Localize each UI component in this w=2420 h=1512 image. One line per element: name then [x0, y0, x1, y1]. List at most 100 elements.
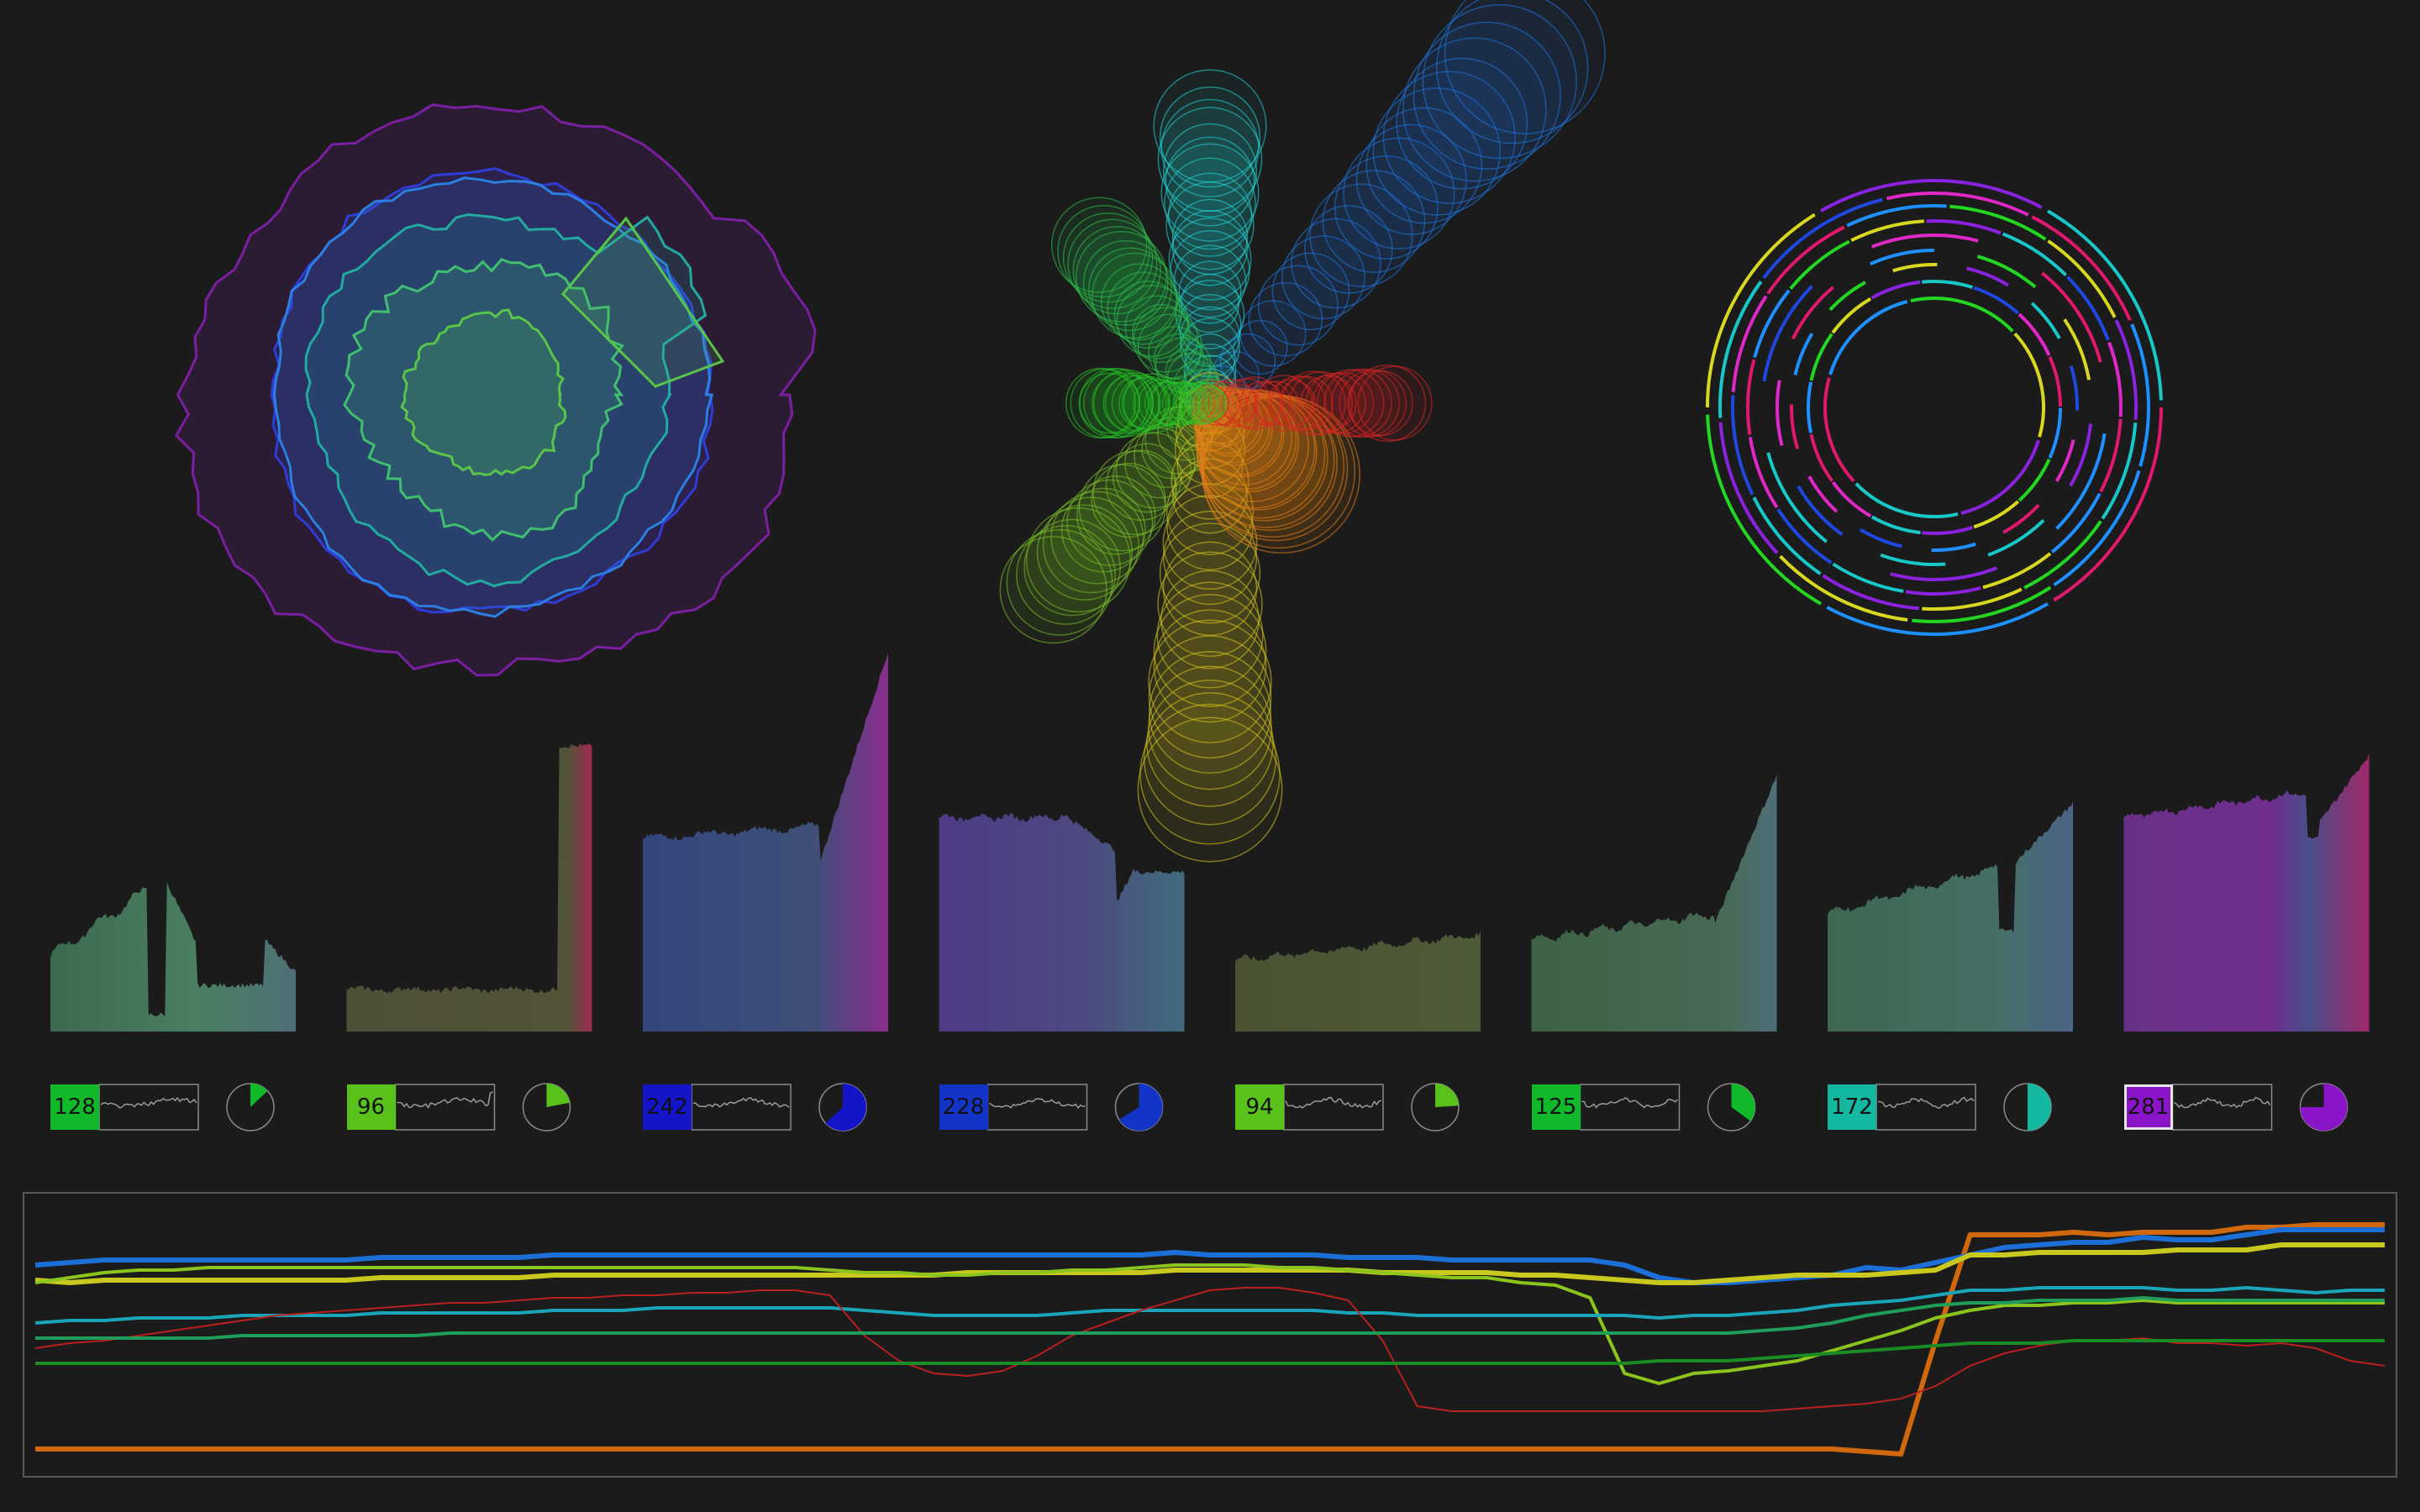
radial-layer: [174, 103, 817, 677]
ring-arc: [1922, 280, 1974, 289]
starburst-circle: [1254, 381, 1299, 426]
ring-arc: [1922, 525, 1974, 535]
starburst-circle: [1195, 388, 1270, 464]
ring-arc: [1748, 436, 1779, 509]
sparkline: [397, 1091, 493, 1109]
starburst-circle: [1067, 218, 1158, 309]
circle-starburst: [999, 0, 1606, 863]
ring-arc: [1892, 262, 1938, 273]
ring-arc: [1831, 480, 1872, 518]
ring-arc: [1766, 225, 1845, 295]
starburst-circle: [1304, 205, 1393, 294]
channel-value-badge[interactable]: 172: [1828, 1084, 1876, 1130]
histogram-area: [50, 881, 296, 1032]
starburst-circle: [1192, 386, 1228, 421]
channel-value-badge[interactable]: 242: [643, 1084, 692, 1130]
channel-value-badge[interactable]: 281: [2123, 1084, 2173, 1130]
ring-arc: [1870, 515, 1921, 535]
radial-area-chart: [174, 103, 817, 677]
sparkline-frame: [691, 1084, 792, 1131]
ring-arc: [2018, 312, 2051, 356]
ring-arc: [1762, 285, 1813, 382]
ring-arc: [1779, 554, 1908, 622]
starburst-circle: [1444, 0, 1606, 134]
timeline-series-line: [34, 1287, 2386, 1412]
pie-slice: [2028, 1084, 2051, 1131]
ring-arc: [2053, 470, 2141, 587]
starburst-circle: [1076, 475, 1156, 555]
timeline-chart: [34, 1222, 2386, 1457]
ring-arc: [1846, 203, 1947, 228]
sparkline: [1877, 1096, 1975, 1109]
histogram-area: [346, 743, 592, 1032]
sparkline-frame: [1579, 1084, 1681, 1131]
sparkline: [1285, 1096, 1382, 1109]
sparkline-frame: [98, 1084, 199, 1131]
channel-value-badge[interactable]: 94: [1235, 1084, 1284, 1130]
starburst-circle: [1160, 143, 1260, 242]
sparkline-frame: [2171, 1084, 2273, 1131]
histogram-area: [1828, 801, 2073, 1032]
ring-arc: [1823, 377, 1855, 483]
radial-layer: [343, 258, 624, 542]
timeline-series-line: [35, 1296, 2385, 1340]
starburst-circle: [1167, 172, 1253, 257]
starburst-circle: [1171, 198, 1249, 276]
starburst-circle: [1357, 365, 1433, 441]
starburst-circle: [1197, 390, 1326, 519]
sparkline: [1581, 1097, 1678, 1109]
ring-arc: [1912, 585, 2052, 623]
pie-slice: [1118, 1084, 1163, 1131]
starburst-circle: [1178, 260, 1242, 324]
ring-arc: [2130, 323, 2150, 467]
ring-arc: [1890, 566, 1998, 581]
histogram-strip: [50, 653, 2370, 1032]
channel-value-badge[interactable]: 96: [346, 1084, 396, 1130]
ring-arc: [1718, 422, 1779, 554]
timeline-frame: [23, 1192, 2397, 1478]
starburst-circle: [1179, 381, 1223, 425]
ring-arc: [1926, 219, 2002, 235]
ring-arc: [1745, 359, 1756, 435]
ring-arc: [1793, 333, 1814, 375]
ring-arc: [1730, 395, 1754, 496]
starburst-circle: [1255, 375, 1313, 432]
ring-arc: [2041, 271, 2102, 363]
ring-arc: [2099, 418, 2123, 493]
ring-arc: [2069, 365, 2080, 411]
starburst-circle: [1124, 295, 1189, 360]
sparkline: [2174, 1096, 2271, 1109]
ring-arc: [1987, 518, 2045, 557]
timeline-series-line: [35, 1222, 2385, 1457]
starburst-circle: [999, 536, 1107, 644]
ring-arc: [1775, 380, 1784, 446]
starburst-circle: [1162, 510, 1258, 606]
starburst-circle: [1233, 319, 1288, 375]
starburst-circle: [1148, 650, 1272, 774]
sparkline-frame: [986, 1084, 1088, 1131]
starburst-circle: [1330, 368, 1400, 438]
ring-arc: [1797, 485, 1844, 537]
radial-wedge: [560, 216, 725, 388]
ring-arc: [1807, 475, 1839, 513]
starburst-circle: [1202, 395, 1360, 554]
histogram-area: [1235, 931, 1481, 1032]
channel-value-badge[interactable]: 125: [1531, 1084, 1581, 1130]
starburst-circle: [1112, 443, 1182, 513]
ring-arc: [2055, 433, 2107, 530]
red-arm: [1191, 364, 1433, 443]
ring-arc: [1976, 255, 2037, 289]
starburst-circle: [1133, 378, 1183, 428]
ring-arc: [1776, 508, 1833, 564]
ring-arc: [1831, 297, 1872, 334]
radial-layer: [272, 176, 714, 618]
ring-arc: [1791, 286, 1834, 340]
starburst-circle: [1137, 717, 1283, 863]
channel-value-badge[interactable]: 228: [939, 1084, 988, 1130]
starburst-circle: [1347, 370, 1413, 437]
sparkline-frame: [1283, 1084, 1384, 1131]
channel-value-badge[interactable]: 128: [50, 1084, 99, 1130]
radial-layer: [400, 308, 567, 476]
starburst-circle: [1082, 239, 1169, 326]
ring-arc: [2107, 341, 2123, 417]
